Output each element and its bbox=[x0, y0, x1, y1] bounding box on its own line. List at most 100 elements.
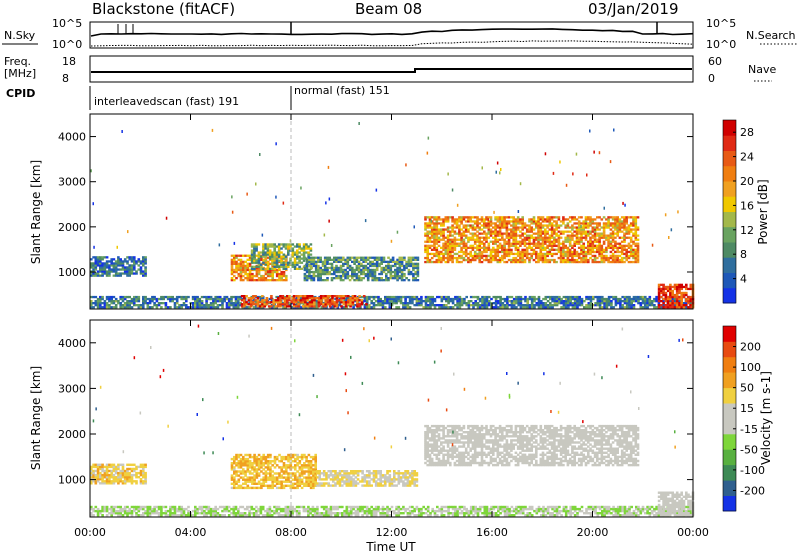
data-cell bbox=[257, 486, 261, 490]
data-cell bbox=[121, 480, 125, 483]
data-cell bbox=[634, 224, 638, 227]
data-cell bbox=[463, 297, 466, 301]
data-cell bbox=[235, 455, 238, 459]
data-cell bbox=[389, 260, 393, 263]
data-cell bbox=[510, 242, 513, 245]
data-cell bbox=[130, 302, 134, 305]
data-cell bbox=[508, 300, 511, 303]
data-cell bbox=[660, 291, 663, 295]
data-cell bbox=[194, 304, 197, 307]
data-cell bbox=[326, 270, 329, 274]
data-cell bbox=[130, 258, 134, 261]
data-cell bbox=[589, 240, 592, 243]
data-cell bbox=[301, 297, 305, 300]
data-cell bbox=[253, 267, 256, 270]
data-cell bbox=[562, 242, 565, 245]
data-cell bbox=[440, 295, 444, 299]
noise-cell bbox=[451, 188, 454, 192]
data-cell bbox=[573, 302, 577, 305]
noise-cell bbox=[677, 210, 679, 214]
data-cell bbox=[611, 234, 615, 237]
data-cell bbox=[99, 264, 102, 267]
data-cell bbox=[566, 258, 570, 262]
data-cell bbox=[105, 264, 109, 267]
data-cell bbox=[671, 295, 674, 299]
data-cell bbox=[424, 304, 428, 307]
data-cell bbox=[541, 220, 545, 223]
data-cell bbox=[280, 243, 283, 246]
data-cell bbox=[607, 226, 610, 229]
data-cell bbox=[209, 295, 213, 299]
data-cell bbox=[564, 244, 567, 247]
data-cell bbox=[340, 295, 343, 298]
data-cell bbox=[337, 256, 341, 259]
data-cell bbox=[596, 234, 599, 237]
data-cell bbox=[377, 300, 380, 303]
data-cell bbox=[117, 478, 120, 481]
data-cell bbox=[623, 218, 626, 221]
data-cell bbox=[265, 301, 269, 304]
data-cell bbox=[110, 262, 113, 265]
data-cell bbox=[137, 258, 141, 261]
data-cell bbox=[387, 262, 390, 265]
data-cell bbox=[678, 285, 681, 289]
data-cell bbox=[289, 304, 292, 307]
data-cell bbox=[262, 243, 265, 246]
data-cell bbox=[430, 234, 434, 237]
data-cell bbox=[117, 302, 120, 305]
data-cell bbox=[416, 272, 420, 276]
data-cell bbox=[584, 216, 588, 219]
data-cell bbox=[96, 270, 100, 273]
data-cell bbox=[266, 486, 270, 490]
data-cell bbox=[600, 260, 604, 264]
data-cell bbox=[300, 453, 304, 457]
data-cell bbox=[440, 232, 443, 235]
data-cell bbox=[559, 236, 563, 239]
data-cell bbox=[433, 218, 436, 221]
data-cell bbox=[133, 467, 136, 471]
data-cell bbox=[596, 250, 599, 254]
data-cell bbox=[396, 260, 399, 263]
noise-cell bbox=[487, 218, 489, 222]
data-cell bbox=[512, 306, 516, 309]
data-cell bbox=[619, 304, 622, 307]
data-cell bbox=[317, 277, 320, 280]
data-cell bbox=[673, 283, 677, 286]
data-cell bbox=[519, 254, 522, 258]
data-cell bbox=[559, 252, 563, 256]
data-cell bbox=[548, 252, 552, 256]
data-cell bbox=[105, 266, 109, 269]
data-cell bbox=[292, 297, 296, 300]
data-cell bbox=[535, 232, 538, 235]
data-cell bbox=[542, 302, 545, 305]
data-cell bbox=[539, 236, 543, 239]
data-cell bbox=[257, 472, 261, 475]
data-cell bbox=[378, 277, 381, 280]
data-cell bbox=[275, 272, 279, 276]
data-cell bbox=[460, 304, 464, 307]
data-cell bbox=[553, 252, 556, 256]
data-cell bbox=[287, 453, 290, 457]
data-cell bbox=[429, 304, 432, 307]
data-cell bbox=[521, 306, 525, 309]
data-cell bbox=[239, 472, 243, 475]
data-cell bbox=[239, 484, 243, 487]
data-cell bbox=[555, 216, 558, 219]
data-cell bbox=[255, 468, 259, 471]
data-cell bbox=[328, 295, 332, 298]
data-cell bbox=[248, 268, 252, 272]
data-cell bbox=[516, 228, 520, 231]
data-cell bbox=[494, 226, 497, 229]
data-cell bbox=[405, 264, 408, 268]
data-cell bbox=[103, 268, 107, 271]
data-cell bbox=[386, 295, 389, 299]
data-cell bbox=[537, 240, 540, 243]
data-cell bbox=[253, 482, 256, 485]
data-cell bbox=[573, 242, 576, 245]
data-cell bbox=[130, 300, 134, 303]
data-cell bbox=[119, 302, 122, 305]
data-cell bbox=[523, 226, 527, 229]
data-cell bbox=[682, 295, 686, 299]
data-cell bbox=[230, 262, 234, 265]
data-cell bbox=[251, 466, 254, 469]
